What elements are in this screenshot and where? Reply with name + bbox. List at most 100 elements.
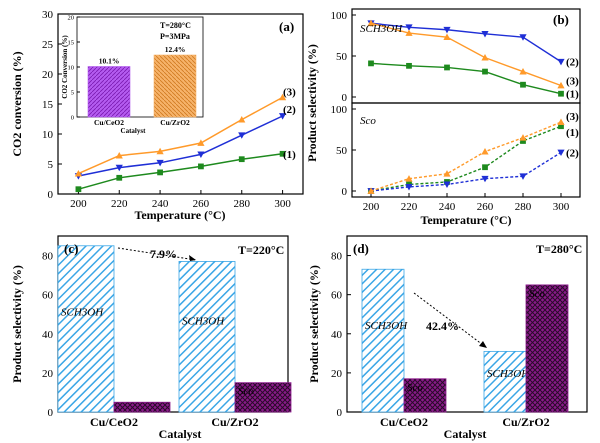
series-(1)-point <box>238 156 245 163</box>
bar-series-label: Sco <box>529 288 545 300</box>
y-tick-label: 30 <box>42 9 54 21</box>
series-(2)-label: (2) <box>566 147 579 159</box>
panel-c-x-axis-label: Catalyst <box>159 427 202 441</box>
panel-b-bottom-label: Sco <box>360 115 376 127</box>
series-(2)-point <box>405 184 413 191</box>
series-(2)-point <box>443 181 451 189</box>
panel-b-top-label: SCH3OH <box>360 23 403 35</box>
series-(2)-label: (2) <box>283 104 296 116</box>
series-(1)-line <box>370 62 562 95</box>
series-(1)-label: (1) <box>566 127 579 139</box>
series-(2)-point <box>197 151 205 158</box>
series-(3)-point <box>367 187 375 194</box>
series-(1)-point <box>520 138 526 144</box>
panel-d-y-ticks: 0 20 40 60 80 <box>331 251 351 419</box>
series-(3)-point <box>405 29 413 36</box>
x-tick-label: 280 <box>234 198 251 210</box>
panel-b-x-ticks: 200 220 240 260 280 300 <box>363 193 570 213</box>
inset-bars: 10.1% Cu/CeO2 12.4% Cu/ZrO2 <box>87 45 197 127</box>
series-(3)-point <box>443 33 451 41</box>
y-tick-label: 25 <box>42 39 54 51</box>
y-tick-label: 20 <box>42 69 54 81</box>
bar-series-label: SCH3OH <box>182 316 225 328</box>
series-(2)-point <box>557 58 565 66</box>
series-(1)-point <box>157 169 163 176</box>
category-label: Cu/CeO2 <box>90 415 138 429</box>
series-(2)-label: (2) <box>566 57 579 69</box>
series-(1)-label: (1) <box>566 89 579 101</box>
series-(1)-point <box>279 150 286 157</box>
inset-y-tick-label: 15 <box>68 40 75 47</box>
y-tick-label: 60 <box>331 290 343 302</box>
x-tick-label: 300 <box>553 201 570 213</box>
panel-b-x-axis-label: Temperature (°C) <box>420 213 511 227</box>
panel-c-annotation: 7.9% <box>150 247 177 261</box>
series-(3)-line <box>78 96 283 175</box>
series-(1)-point <box>558 90 564 97</box>
x-tick-label: 200 <box>70 198 87 210</box>
panel-d-temperature-note: T=280°C <box>536 242 582 256</box>
bar-series-label: Sco <box>238 386 254 398</box>
inset-y-tick-label: 0 <box>71 115 74 122</box>
series-(3)-point <box>481 54 489 61</box>
series-(2)-point <box>405 24 413 31</box>
panel-d-annotation: 42.4% <box>426 319 459 333</box>
series-(3)-point <box>519 134 527 141</box>
bar-series-label: SCH3OH <box>365 320 408 332</box>
series-(1)-label: (1) <box>283 149 296 161</box>
series-(3)-point <box>367 19 375 27</box>
y-tick-label: 0 <box>342 92 348 104</box>
bar-sch3oh <box>178 261 236 413</box>
x-tick-label: 220 <box>401 201 418 213</box>
inset-note-pressure: P=3MPa <box>160 32 190 41</box>
panel-d-x-axis-label: Catalyst <box>444 427 487 441</box>
series-(1)-point <box>406 62 412 69</box>
series-(2)-point <box>443 26 451 34</box>
series-(1)-point <box>75 186 82 193</box>
series-(3)-label: (3) <box>566 111 579 123</box>
series-(2)-line <box>370 151 562 192</box>
bar-series-label: Sco <box>407 382 423 394</box>
category-label: Cu/ZrO2 <box>211 415 258 429</box>
inset-y-axis-label: CO2 Conversion (%) <box>61 35 69 99</box>
y-tick-label: 0 <box>48 189 54 201</box>
series-(2)-point <box>115 164 123 172</box>
panel-d-label: (d) <box>353 241 369 256</box>
category-label: Cu/CeO2 <box>380 415 428 429</box>
inset-category-label: Cu/CeO2 <box>94 118 124 127</box>
panel-c-arrow-head <box>189 255 196 261</box>
inset-bar <box>87 66 131 118</box>
y-tick-label: 0 <box>342 186 348 198</box>
series-(3)-point <box>115 152 123 159</box>
bar-sco <box>403 378 447 413</box>
bar-series-label: SCH3OH <box>61 307 104 319</box>
series-(1)-point <box>520 81 526 88</box>
y-tick-label: 20 <box>331 368 343 380</box>
panel-d-bars: SCH3OH Sco Cu/CeO2 SCH3OH Sco Cu/ZrO2 <box>361 268 569 429</box>
series-(2)-point <box>481 175 489 183</box>
inset-bar <box>153 54 197 118</box>
series-(3)-point <box>278 93 287 101</box>
x-tick-label: 220 <box>111 198 128 210</box>
series-(3)-label: (3) <box>566 76 579 88</box>
series-(3)-point <box>197 139 205 146</box>
series-(1)-point <box>482 164 488 171</box>
inset-y-ticks: 0 5 10 15 20 <box>68 15 80 122</box>
bar-sco <box>525 284 569 413</box>
series-(3)-point <box>156 147 164 155</box>
panel-b-series: (1)(2)(3)(1)(2)(3) <box>367 19 579 195</box>
panel-d-bar-chart: 0 20 40 60 80 SCH3OH Sco Cu/CeO2 SCH3OH Sco Cu/Zr… <box>307 235 588 441</box>
inset-y-tick-label: 10 <box>68 65 75 72</box>
panel-b-bottom-frame <box>351 102 581 198</box>
panel-d-arrow-head <box>479 341 487 348</box>
x-tick-label: 260 <box>193 198 210 210</box>
series-(3)-point <box>557 81 565 89</box>
x-tick-label: 240 <box>152 198 169 210</box>
panel-b-label: (b) <box>553 12 569 27</box>
panel-c-label: (c) <box>64 241 78 256</box>
inset-bar-data-label: 12.4% <box>165 45 186 54</box>
x-tick-label: 260 <box>477 201 494 213</box>
